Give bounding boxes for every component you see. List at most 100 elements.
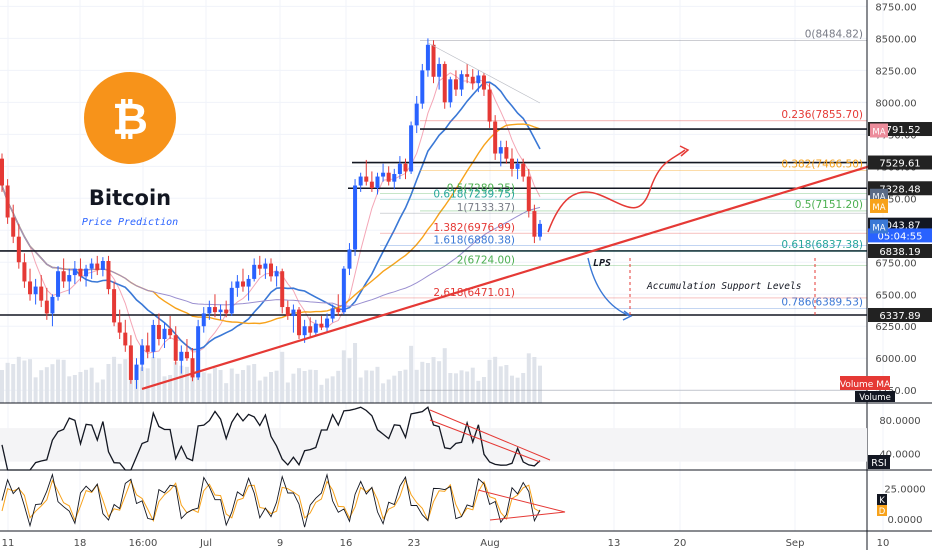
volume-bar xyxy=(330,376,335,403)
volume-bar xyxy=(381,383,386,403)
volume-bar xyxy=(212,368,217,403)
candle-body xyxy=(308,326,313,333)
time-tick-label: Jul xyxy=(199,538,212,549)
candle-body xyxy=(229,287,234,314)
candle-body xyxy=(375,176,380,189)
volume-bar xyxy=(308,369,313,403)
stoch-tick-label: 0.0000 xyxy=(888,515,923,526)
lps-label: LPS xyxy=(593,258,611,269)
price-badge xyxy=(868,243,932,258)
volume-bar xyxy=(369,370,374,403)
rsi-tick-label: 80.0000 xyxy=(879,416,920,427)
volume-bar xyxy=(392,375,397,403)
volume-label: Volume xyxy=(859,393,891,403)
price-tick-label: 6750.00 xyxy=(875,258,916,269)
ma-tag-label: MA xyxy=(872,203,885,213)
candle-body xyxy=(156,324,161,340)
candle-body xyxy=(72,268,77,276)
candle-body xyxy=(526,176,531,212)
volume-bar xyxy=(274,370,279,403)
candle-body xyxy=(134,364,139,380)
volume-ma-badge xyxy=(840,376,890,390)
volume-bar xyxy=(397,371,402,403)
volume-bar xyxy=(95,382,100,403)
candle-body xyxy=(0,158,4,186)
fib-ext-label: 0.5(7289.25) xyxy=(447,182,515,194)
candle-body xyxy=(414,103,419,126)
price-tick-label: 8000.00 xyxy=(875,98,916,109)
candle-body xyxy=(84,268,89,277)
bitcoin-glyph: ₿ xyxy=(112,94,148,145)
price-tick-label: 7250.00 xyxy=(875,194,916,205)
candle-body xyxy=(291,309,296,317)
candle-body xyxy=(168,328,173,336)
volume-bar xyxy=(44,367,49,403)
price-tick-label: 6500.00 xyxy=(875,290,916,301)
volume-bar xyxy=(123,359,128,403)
candle-body xyxy=(515,163,520,169)
time-tick-label: 16:00 xyxy=(129,538,158,549)
volume-bar xyxy=(465,371,470,403)
volume-bar xyxy=(425,363,430,403)
candle-body xyxy=(381,172,386,177)
candle-body xyxy=(347,249,352,269)
candle-body xyxy=(392,173,397,182)
volume-bar xyxy=(442,348,447,403)
candle-body xyxy=(140,345,145,365)
fib-anchor-line xyxy=(427,42,541,104)
volume-bar xyxy=(431,357,436,403)
volume-bar xyxy=(476,380,481,403)
volume-bar xyxy=(437,361,442,403)
candle-body xyxy=(330,308,335,319)
volume-bar xyxy=(386,379,391,403)
volume-bar xyxy=(61,359,66,403)
volume-bar xyxy=(78,372,83,403)
candle-body xyxy=(218,309,223,313)
stoch-d-line xyxy=(1,478,541,523)
candle-body xyxy=(325,318,330,328)
candle-body xyxy=(5,185,10,218)
candle-body xyxy=(128,345,133,380)
candle-body xyxy=(504,147,509,159)
time-axis: 11 18 16:00 Jul 9 16 23 Aug 13 20 Sep 10 xyxy=(2,538,890,549)
volume-bar xyxy=(487,359,492,403)
price-badge-label: 7043.87 xyxy=(879,221,920,232)
candle-body xyxy=(280,271,285,308)
volume-bar xyxy=(67,376,72,403)
volume-bar xyxy=(151,357,156,403)
volume-ma-label: Volume MA xyxy=(840,380,891,390)
candle-body xyxy=(184,351,189,359)
volume-bar xyxy=(269,372,273,403)
candle-body xyxy=(269,263,273,277)
fib-label: 0.236(7855.70) xyxy=(781,109,863,121)
candle-body xyxy=(369,181,374,189)
volume-bar xyxy=(0,370,4,403)
candle-body xyxy=(425,44,430,71)
price-badge-label: 7529.61 xyxy=(879,159,920,170)
volume-bar xyxy=(184,366,189,403)
volume-bar xyxy=(72,375,77,403)
time-tick-label: 11 xyxy=(2,538,15,549)
volume-bar xyxy=(117,363,122,403)
fib-label: 0(8484.82) xyxy=(805,28,863,40)
chart-title: Bitcoin xyxy=(89,186,171,210)
rsi-line xyxy=(1,406,541,471)
candle-body xyxy=(117,322,122,333)
candle-body xyxy=(386,172,391,182)
volume-bar xyxy=(89,367,94,403)
volume-bar xyxy=(56,359,61,403)
volume-bar xyxy=(145,368,150,403)
volume-bar xyxy=(302,371,307,403)
fib-ext-label: 2.618(6471.01) xyxy=(433,287,515,299)
volume-bar xyxy=(347,358,352,403)
stoch-k-label: K xyxy=(879,496,885,506)
volume-bar xyxy=(22,360,27,403)
candle-body xyxy=(521,163,526,177)
volume-bar xyxy=(201,372,206,403)
price-tick-label: 8250.00 xyxy=(875,66,916,77)
volume-bar xyxy=(50,364,55,403)
candle-body xyxy=(145,345,150,352)
